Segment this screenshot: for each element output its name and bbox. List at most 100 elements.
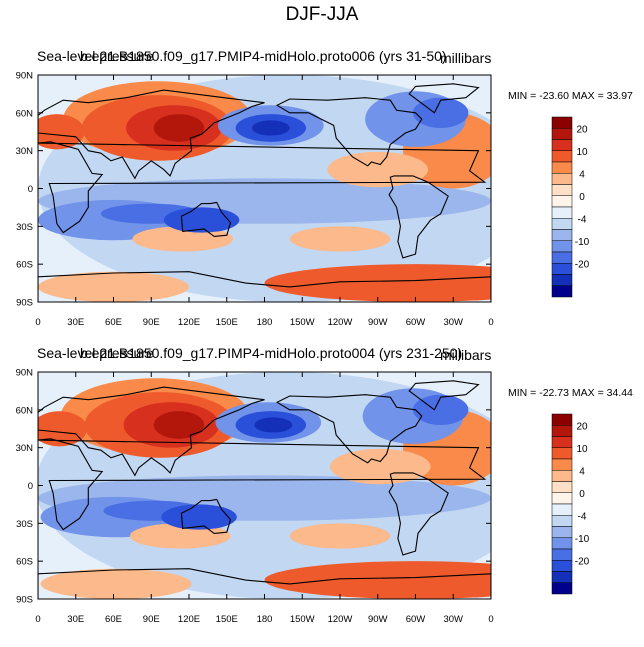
lat-tick-label: 60S — [16, 557, 33, 568]
colorbar-label: -20 — [575, 259, 590, 270]
min-max-stats: MIN = -23.60 MAX = 33.97 — [508, 90, 633, 102]
coastline — [38, 568, 491, 599]
colorbar-swatch — [551, 263, 573, 275]
pressure-anomaly-contour — [38, 114, 85, 150]
lon-tick-label: 120W — [328, 317, 353, 328]
coastline — [408, 380, 480, 411]
lon-tick-label: 120E — [178, 614, 200, 625]
colorbar-swatch — [551, 139, 573, 151]
lat-tick-label: 30S — [16, 519, 33, 530]
colorbar-swatch — [551, 274, 573, 286]
colorbar-swatch — [551, 503, 573, 516]
colorbar-swatch — [551, 436, 573, 448]
colorbar-swatch — [551, 425, 573, 437]
lon-tick-label: 150W — [290, 317, 315, 328]
colorbar-swatch — [551, 116, 573, 129]
colorbar-label: 0 — [579, 192, 585, 203]
lon-tick-label: 90W — [368, 614, 388, 625]
colorbar-swatch — [551, 173, 573, 185]
coastline — [408, 83, 480, 114]
coastline — [388, 175, 449, 259]
coastline — [38, 271, 491, 302]
case-label: b.e21.B1850.f09_g17.PMIP4-midHolo.proto0… — [80, 48, 447, 64]
colorbar-label: -4 — [578, 511, 587, 522]
lat-tick-label: 0 — [28, 184, 33, 195]
lat-tick-label: 30N — [16, 443, 34, 454]
lat-tick-label: 90N — [16, 71, 34, 82]
lon-tick-label: 120W — [328, 614, 353, 625]
pressure-anomaly-contour — [251, 120, 290, 136]
pressure-anomaly-contour — [289, 523, 391, 549]
colorbar-swatch — [551, 515, 573, 527]
colorbar-swatch — [551, 470, 573, 482]
colorbar-swatch — [551, 240, 573, 253]
colorbar-swatch — [551, 492, 573, 505]
lon-tick-label: 60E — [105, 614, 122, 625]
colorbar-swatch — [551, 447, 573, 460]
colorbar-label: 0 — [579, 489, 585, 500]
colorbar-swatch — [551, 206, 573, 219]
map-panel-2: Sea-level pressure b.e21.B1850.f09_g17.P… — [0, 337, 644, 647]
lon-tick-label: 0 — [488, 317, 493, 328]
map-panel-1: Sea-level pressure b.e21.B1850.f09_g17.P… — [0, 40, 644, 350]
pressure-anomaly-contour — [327, 151, 429, 188]
coastline — [180, 498, 232, 534]
colorbar-label: -10 — [575, 237, 590, 248]
lat-tick-label: 60N — [16, 405, 34, 416]
colorbar-swatch — [551, 161, 573, 174]
lat-tick-label: 90S — [16, 595, 33, 606]
pressure-anomaly-contour — [38, 271, 189, 302]
colorbar-label: 20 — [576, 421, 588, 432]
colorbar-label: 20 — [576, 124, 588, 135]
lon-tick-label: 150W — [290, 614, 315, 625]
units-label: millibars — [440, 50, 492, 66]
lon-tick-label: 180 — [257, 614, 273, 625]
pressure-anomaly-contour — [289, 226, 391, 252]
coastline — [38, 386, 265, 477]
coastline — [180, 201, 232, 237]
pressure-anomaly-contour — [264, 264, 491, 302]
lat-tick-label: 60N — [16, 108, 34, 119]
units-label: millibars — [440, 347, 492, 363]
variable-label: Sea-level pressure — [37, 345, 154, 361]
lon-tick-label: 90E — [143, 614, 160, 625]
colorbar-label: -4 — [578, 214, 587, 225]
lon-tick-label: 120E — [178, 317, 200, 328]
colorbar-swatch — [551, 413, 573, 426]
colorbar-swatch — [551, 526, 573, 538]
pressure-anomaly-contour — [40, 568, 192, 599]
lon-tick-label: 90W — [368, 317, 388, 328]
colorbar-label: 4 — [579, 466, 585, 477]
coastline — [275, 394, 423, 464]
coastline — [38, 141, 487, 234]
pressure-anomaly-contour — [264, 561, 491, 599]
coastline — [388, 472, 449, 556]
colorbar-swatch — [551, 285, 573, 298]
lon-tick-label: 30W — [443, 614, 463, 625]
lon-tick-label: 30E — [67, 614, 84, 625]
colorbar-label: -10 — [575, 534, 590, 545]
lon-tick-label: 60E — [105, 317, 122, 328]
coastline — [275, 97, 423, 167]
lat-tick-label: 90S — [16, 298, 33, 309]
colorbar-swatch — [551, 458, 573, 471]
coastline — [38, 438, 487, 531]
colorbar-swatch — [551, 150, 573, 163]
colorbar-swatch — [551, 195, 573, 208]
pressure-anomaly-contour — [153, 114, 205, 142]
lon-tick-label: 0 — [35, 317, 40, 328]
colorbar-swatch — [551, 571, 573, 583]
lat-tick-label: 30N — [16, 146, 34, 157]
lon-tick-label: 60W — [406, 317, 426, 328]
colorbar-swatch — [551, 560, 573, 572]
pressure-anomaly-contour — [153, 411, 205, 439]
colorbar-swatch — [551, 218, 573, 230]
colorbar-label: 10 — [576, 147, 588, 158]
lon-tick-label: 90E — [143, 317, 160, 328]
figure-title: DJF-JJA — [285, 4, 359, 25]
lon-tick-label: 30E — [67, 317, 84, 328]
lon-tick-label: 0 — [488, 614, 493, 625]
variable-label: Sea-level pressure — [37, 48, 154, 64]
